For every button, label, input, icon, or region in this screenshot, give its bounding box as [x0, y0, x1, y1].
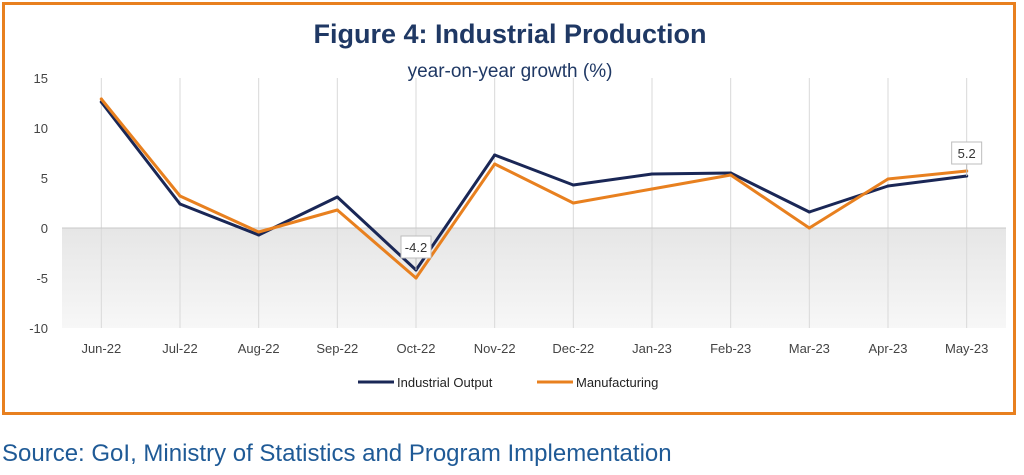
y-tick-label: 0 — [41, 221, 48, 236]
data-point — [335, 195, 339, 199]
data-point — [571, 201, 575, 205]
data-point — [807, 226, 811, 230]
x-tick-label: Jan-23 — [632, 341, 672, 356]
chart-title: Figure 4: Industrial Production — [313, 19, 707, 49]
x-tick-label: May-23 — [945, 341, 988, 356]
chart-subtitle: year-on-year growth (%) — [407, 61, 613, 82]
x-tick-label: Aug-22 — [238, 341, 280, 356]
data-point — [729, 173, 733, 177]
x-tick-label: Mar-23 — [789, 341, 830, 356]
line-chart: 15 10 5 0 -5 -10 Jun-22 Jul-22 Aug-22 Sep-22 Oct-2… — [29, 71, 1006, 390]
data-point — [414, 276, 418, 280]
x-tick-label: Nov-22 — [474, 341, 516, 356]
legend-label: Manufacturing — [576, 375, 658, 390]
y-tick-label: 5 — [41, 171, 48, 186]
series-line-manufacturing — [99, 97, 969, 280]
data-point — [650, 172, 654, 176]
data-point — [257, 230, 261, 234]
data-label-box — [400, 235, 432, 259]
y-tick-label: -5 — [36, 271, 48, 286]
data-label-box — [951, 141, 983, 165]
data-point — [257, 233, 261, 237]
data-point — [335, 208, 339, 212]
data-point — [99, 97, 103, 101]
chart-frame: Figure 4: Industrial Production year-on-… — [2, 2, 1016, 415]
legend-label: Industrial Output — [397, 375, 493, 390]
data-label: -4.2 — [405, 240, 427, 255]
y-tick-label: -10 — [29, 321, 48, 336]
x-tick-label: Apr-23 — [868, 341, 907, 356]
series-line-industrial-output — [99, 100, 969, 272]
data-point — [571, 183, 575, 187]
x-tick-label: Jun-22 — [81, 341, 121, 356]
x-tick-label: Sep-22 — [316, 341, 358, 356]
x-tick-label: Dec-22 — [552, 341, 594, 356]
negative-band — [62, 228, 1006, 328]
data-point — [178, 194, 182, 198]
data-point — [886, 177, 890, 181]
y-tick-label: 10 — [34, 121, 48, 136]
x-tick-label: Jul-22 — [162, 341, 197, 356]
data-label: 5.2 — [958, 146, 976, 161]
data-point — [493, 153, 497, 157]
data-point — [178, 202, 182, 206]
x-tick-label: Feb-23 — [710, 341, 751, 356]
data-point — [886, 184, 890, 188]
data-point — [807, 210, 811, 214]
data-point — [650, 187, 654, 191]
data-point — [493, 162, 497, 166]
x-tick-label: Oct-22 — [396, 341, 435, 356]
source-note: Source: GoI, Ministry of Statistics and … — [2, 440, 672, 467]
y-tick-label: 15 — [34, 71, 48, 86]
